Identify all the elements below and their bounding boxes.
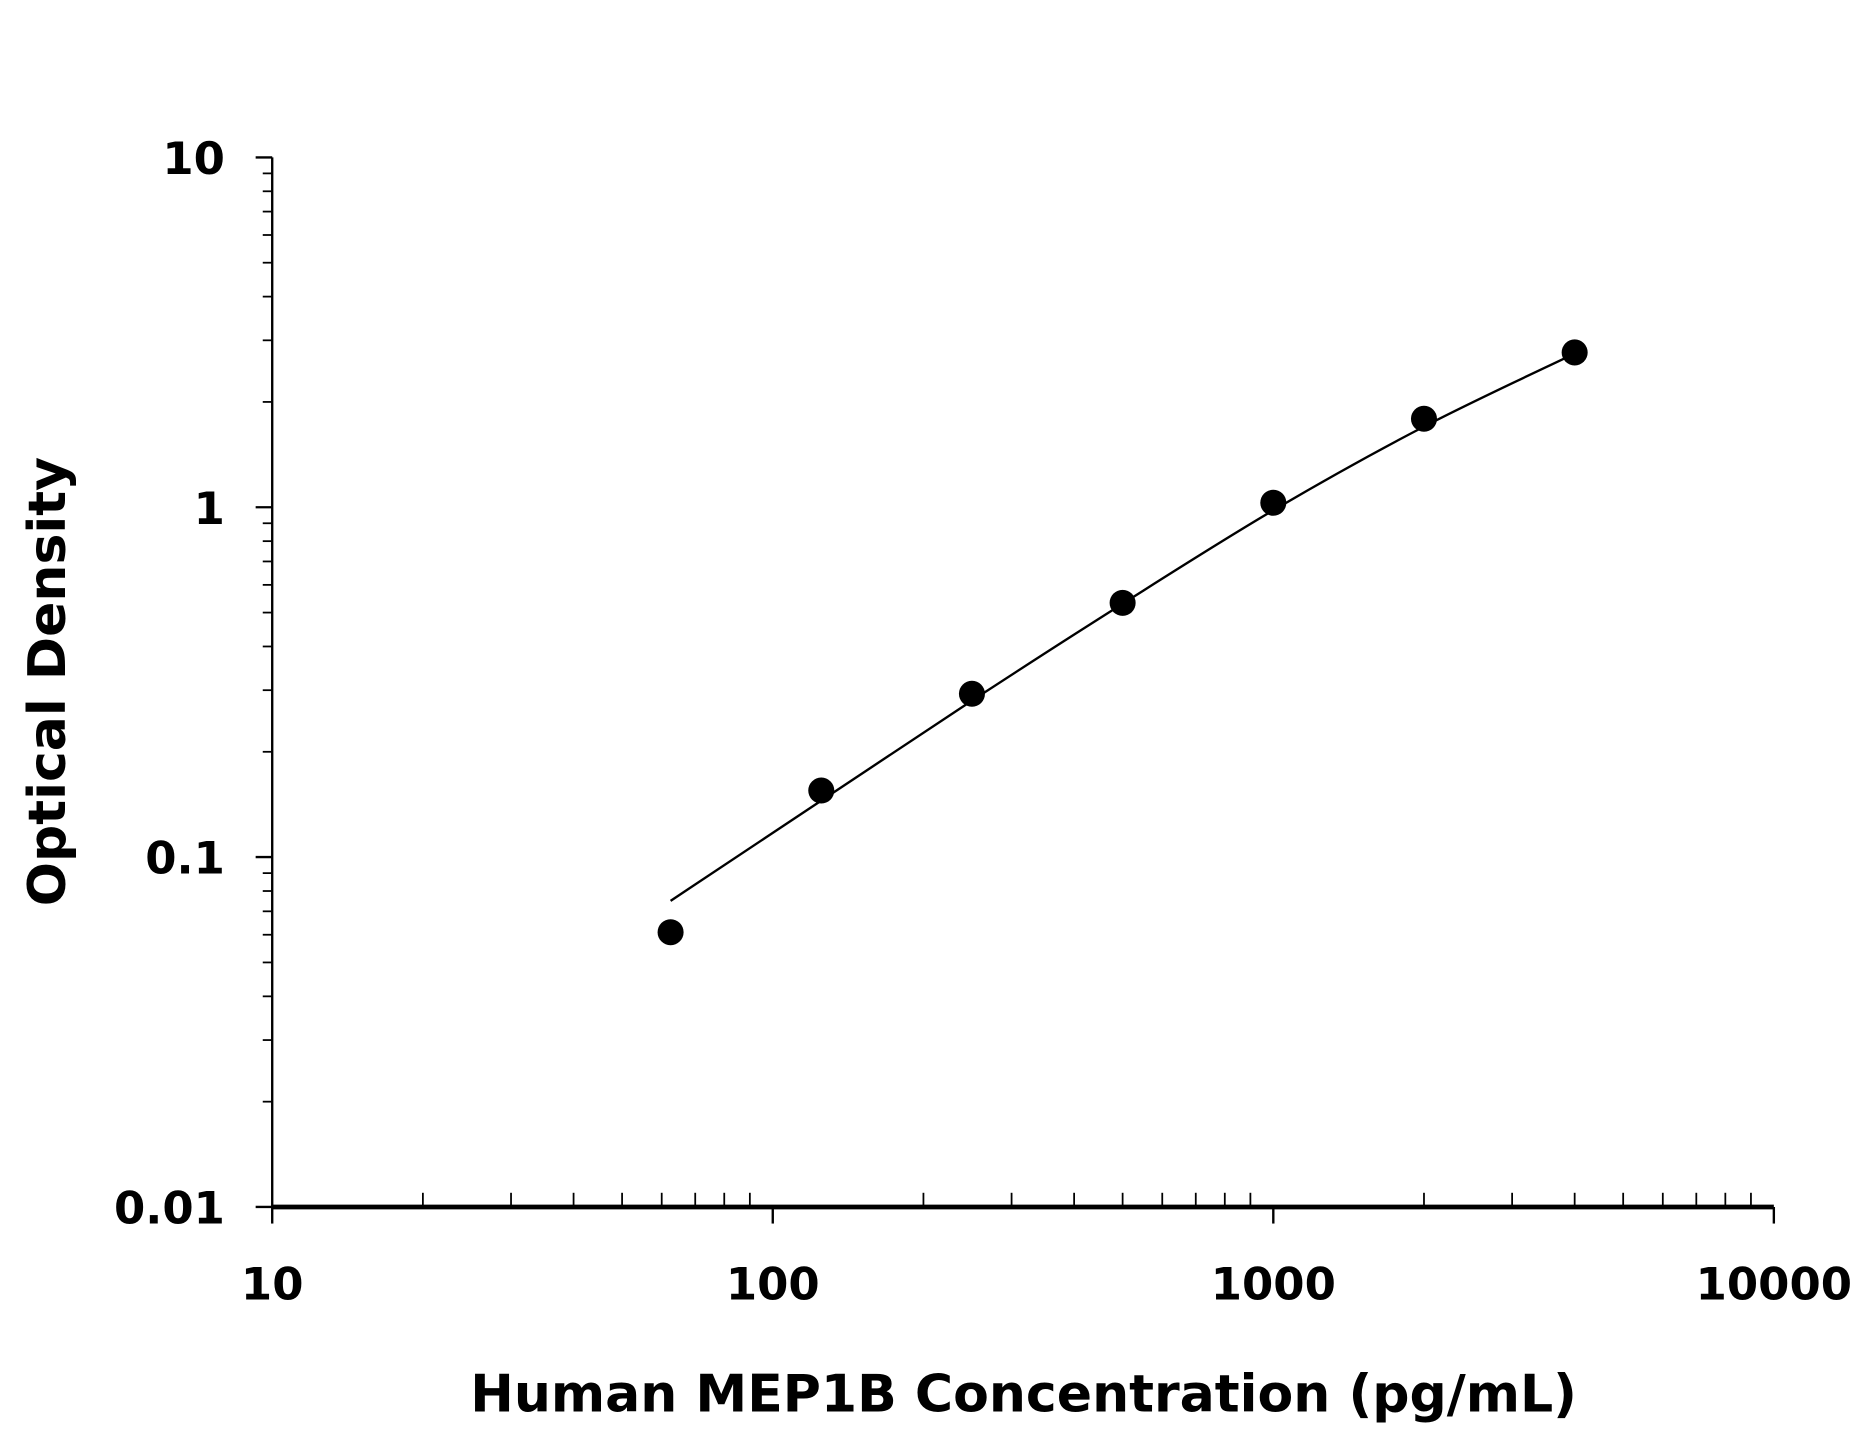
data-point	[958, 680, 985, 707]
data-point	[1260, 489, 1287, 516]
y-tick-label: 10	[162, 132, 225, 185]
data-point	[1109, 589, 1136, 616]
data-points	[657, 339, 1588, 946]
data-point	[657, 919, 684, 946]
y-tick-label: 0.1	[145, 832, 225, 885]
axes	[255, 156, 1776, 1224]
x-axis-label: Human MEP1B Concentration (pg/mL)	[470, 1365, 1577, 1425]
data-point	[808, 777, 835, 804]
x-tick-label: 100	[726, 1257, 820, 1310]
data-point	[1410, 405, 1437, 432]
y-axis-label: Optical Density	[18, 457, 78, 906]
x-tick-label: 1000	[1211, 1257, 1336, 1310]
x-tick-label: 10000	[1696, 1257, 1852, 1310]
fit-curve	[669, 352, 1576, 902]
y-tick-label: 1	[194, 482, 225, 535]
x-tick-label: 10	[241, 1257, 304, 1310]
data-point	[1561, 339, 1588, 366]
y-tick-label: 0.01	[114, 1182, 225, 1235]
tick-labels: 10 100 1000 10000 0.01 0.1 1 10	[114, 132, 1852, 1310]
